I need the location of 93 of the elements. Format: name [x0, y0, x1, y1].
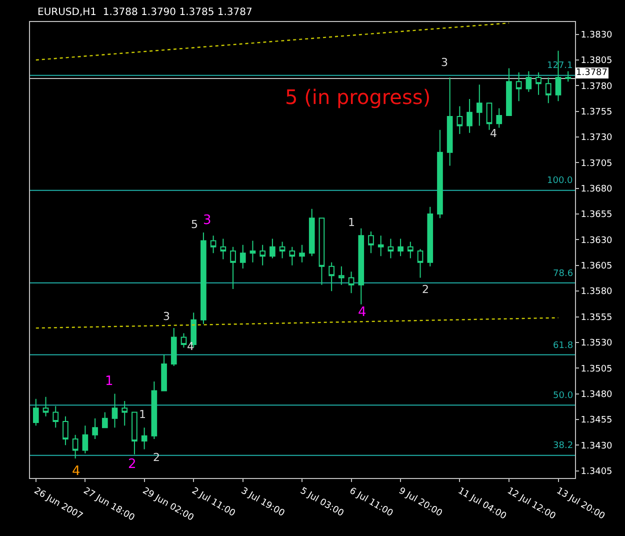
candlestick — [161, 354, 167, 392]
candlestick — [141, 427, 148, 450]
candlestick — [437, 129, 443, 219]
annotation: 1 — [139, 408, 146, 421]
candlestick — [72, 434, 78, 459]
candlestick — [220, 238, 226, 260]
y-tick-label: 1.3655 — [580, 210, 612, 220]
candlestick — [378, 235, 384, 257]
y-tick-label: 1.3805 — [580, 56, 612, 66]
candlestick — [328, 262, 334, 292]
candlestick — [496, 108, 502, 128]
candlestick — [180, 332, 187, 348]
candlestick — [466, 98, 472, 134]
candlestick — [456, 106, 463, 134]
annotation: 2 — [128, 457, 136, 472]
candlestick — [230, 246, 236, 290]
candlestick — [526, 70, 532, 92]
annotation: 3 — [163, 310, 170, 323]
candlestick — [545, 76, 552, 104]
y-tick-label: 1.3605 — [580, 262, 612, 272]
y-tick-label: 1.3430 — [580, 441, 613, 452]
y-tick-label: 1.3405 — [580, 466, 612, 477]
annotation: 4 — [187, 340, 194, 353]
candlestick — [289, 246, 296, 266]
candlestick — [270, 238, 276, 259]
candlestick — [299, 244, 305, 263]
candlestick — [427, 206, 434, 267]
y-tick-label: 1.3480 — [580, 390, 613, 400]
annotation: 100.0 — [547, 176, 574, 186]
candlestick — [250, 240, 256, 263]
candlestick — [338, 266, 344, 286]
annotation: 61.8 — [553, 341, 574, 351]
annotation: 4 — [490, 127, 497, 140]
annotation: 3 — [441, 56, 448, 69]
candlestick — [132, 412, 138, 455]
candlestick — [408, 241, 414, 259]
candlestick — [516, 72, 522, 102]
candlestick — [170, 328, 177, 367]
y-tick-label: 1.3530 — [580, 338, 613, 349]
candlestick — [506, 68, 512, 116]
candlestick — [368, 231, 374, 254]
candlestick — [348, 271, 354, 294]
candlestick — [42, 396, 49, 417]
candlestick — [240, 244, 246, 269]
candlestick — [210, 235, 216, 254]
y-tick-label: 1.3630 — [580, 236, 613, 246]
y-tick-label: 1.3730 — [580, 133, 613, 144]
y-tick-label: 1.3455 — [580, 416, 612, 426]
candlestick — [151, 380, 158, 440]
candlestick — [82, 425, 88, 454]
candlestick — [200, 232, 206, 324]
candlestick — [446, 76, 453, 166]
candlestick — [565, 70, 572, 82]
chart-title: EURUSD,H1 1.3788 1.3790 1.3785 1.3787 — [38, 7, 252, 18]
candlestick — [112, 393, 118, 428]
candlestick — [260, 244, 266, 266]
annotation: 78.6 — [553, 269, 574, 279]
candlestick — [318, 218, 325, 286]
annotation: 50.0 — [553, 391, 574, 401]
candlestick — [279, 241, 286, 259]
y-tick-label: 1.3780 — [580, 82, 613, 92]
y-tick-label: 1.3555 — [580, 312, 612, 323]
annotation: 4 — [72, 464, 80, 479]
annotation: 1 — [105, 374, 114, 389]
candlestick — [476, 84, 482, 126]
candlestick — [358, 228, 364, 305]
annotation: 5 (in progress) — [285, 85, 431, 109]
candlestick — [398, 238, 404, 257]
annotation: 38.2 — [553, 441, 574, 451]
annotation: 1 — [348, 216, 355, 229]
y-tick-label: 1.3680 — [580, 184, 613, 195]
candlestick — [536, 72, 542, 96]
candlestick — [62, 416, 68, 446]
candlestick — [122, 400, 128, 426]
candlestick — [102, 412, 108, 428]
candlestick — [417, 248, 424, 278]
annotation: 5 — [191, 218, 198, 231]
y-tick-label: 1.3705 — [580, 158, 612, 169]
annotation: 3 — [203, 213, 212, 228]
annotation: 2 — [422, 283, 429, 296]
y-tick-label: 1.3830 — [580, 30, 613, 40]
y-tick-label: 1.3505 — [580, 364, 612, 374]
annotation: 4 — [358, 305, 366, 320]
candlestick — [486, 102, 492, 130]
ref-line-label: 1.3787 — [576, 68, 608, 78]
candlestick — [52, 406, 59, 428]
candlestick — [33, 398, 39, 426]
x-tick-label: 26 Jun 2007 — [32, 486, 84, 522]
candlestick — [92, 418, 98, 440]
candlestick — [308, 208, 315, 257]
candlestick — [388, 238, 394, 259]
y-tick-label: 1.3755 — [580, 108, 612, 118]
y-tick-label: 1.3580 — [580, 287, 613, 298]
